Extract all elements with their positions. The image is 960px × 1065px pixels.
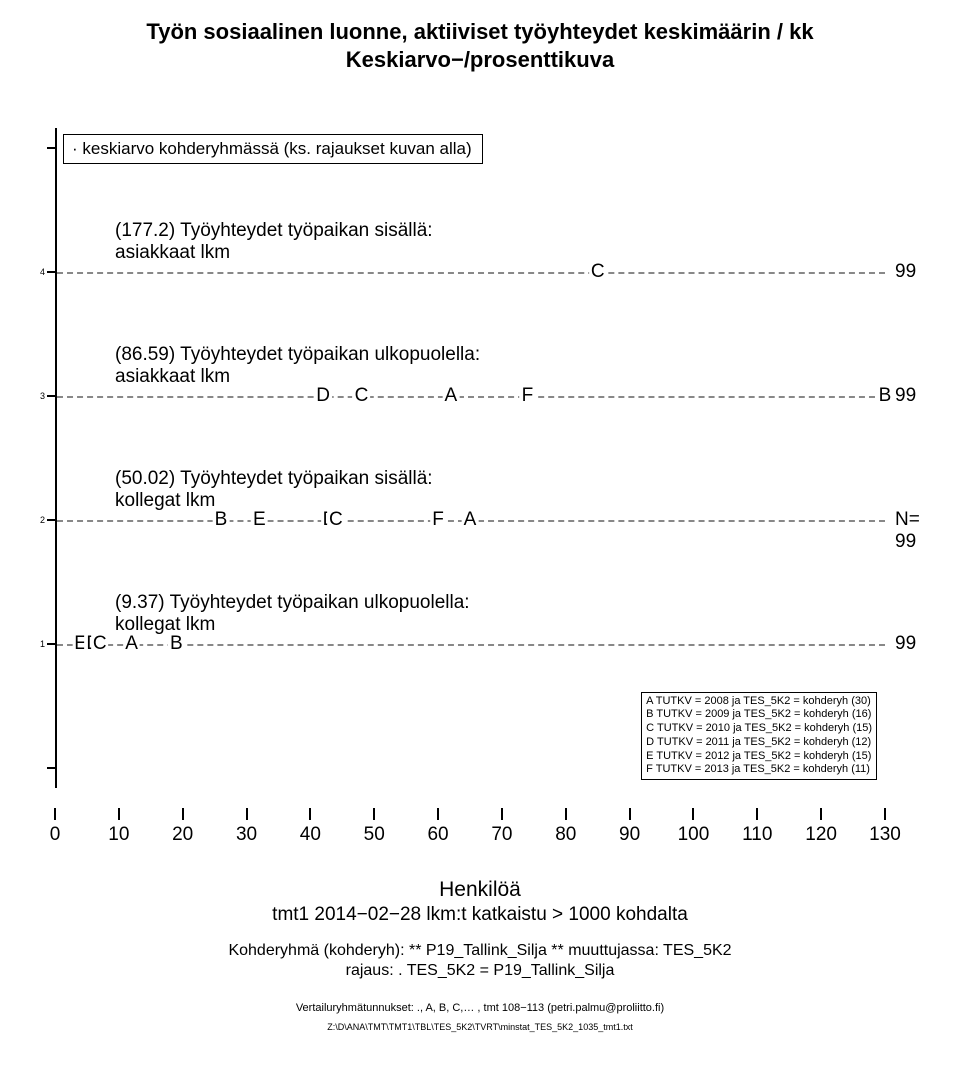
row-right-value: 99	[895, 261, 916, 283]
series-letter: A	[123, 633, 140, 655]
row-dash-line	[57, 272, 885, 274]
row-label-line1: (9.37) Työyhteydet työpaikan ulkopuolell…	[115, 592, 470, 614]
legend-bottom-line: A TUTKV = 2008 ja TES_5K2 = kohderyh (30…	[646, 695, 872, 709]
footer-small1: Vertailuryhmätunnukset: ., A, B, C,… , t…	[0, 1002, 960, 1014]
legend-bottom-line: B TUTKV = 2009 ja TES_5K2 = kohderyh (16…	[646, 708, 872, 722]
row-label-line1: (86.59) Työyhteydet työpaikan ulkopuolel…	[115, 344, 480, 366]
x-tick	[246, 808, 248, 820]
x-tick-label: 40	[300, 824, 321, 846]
y-tick	[47, 147, 55, 149]
series-letter: F	[520, 385, 536, 407]
x-tick	[884, 808, 886, 820]
row-right-value: 99	[895, 633, 916, 655]
row-label-line2: kollegat lkm	[115, 490, 433, 512]
title-line2: Keskiarvo−/prosenttikuva	[346, 47, 614, 72]
x-tick-label: 20	[172, 824, 193, 846]
legend-bottom-line: F TUTKV = 2013 ja TES_5K2 = kohderyh (11…	[646, 763, 872, 777]
y-tick	[47, 271, 55, 273]
series-letter: B	[213, 509, 230, 531]
x-axis-label: Henkilöä	[0, 878, 960, 902]
row-label-line2: asiakkaat lkm	[115, 366, 480, 388]
series-letter: B	[877, 385, 894, 407]
series-letter: F	[430, 509, 446, 531]
series-letter: B	[168, 633, 185, 655]
x-tick-label: 30	[236, 824, 257, 846]
x-tick	[756, 808, 758, 820]
x-tick-label: 90	[619, 824, 640, 846]
series-letter: C	[91, 633, 109, 655]
y-tick-label: 1	[25, 639, 45, 649]
row-label: (50.02) Työyhteydet työpaikan sisällä:ko…	[115, 468, 433, 512]
series-letter: A	[443, 385, 460, 407]
x-tick	[182, 808, 184, 820]
series-letter: C	[589, 261, 607, 283]
y-tick	[47, 519, 55, 521]
y-tick	[47, 643, 55, 645]
x-tick	[309, 808, 311, 820]
y-tick	[47, 767, 55, 769]
footer-line1: Kohderyhmä (kohderyh): ** P19_Tallink_Si…	[0, 942, 960, 960]
x-tick-label: 130	[869, 824, 901, 846]
row-label-line1: (50.02) Työyhteydet työpaikan sisällä:	[115, 468, 433, 490]
x-tick-label: 110	[742, 824, 772, 846]
x-axis: 0102030405060708090100110120130	[55, 808, 885, 868]
x-tick-label: 60	[427, 824, 448, 846]
x-tick-label: 70	[491, 824, 512, 846]
x-tick	[118, 808, 120, 820]
subcaption: tmt1 2014−02−28 lkm:t katkaistu > 1000 k…	[0, 904, 960, 926]
legend-marker-dot: ·	[72, 139, 82, 158]
x-tick	[54, 808, 56, 820]
series-letter: E	[251, 509, 268, 531]
series-letter: C	[353, 385, 371, 407]
series-letter: C	[327, 509, 345, 531]
x-tick	[820, 808, 822, 820]
y-tick-label: 4	[25, 267, 45, 277]
title-line1: Työn sosiaalinen luonne, aktiiviset työy…	[146, 19, 813, 44]
row-label: (177.2) Työyhteydet työpaikan sisällä:as…	[115, 220, 433, 264]
row-label: (9.37) Työyhteydet työpaikan ulkopuolell…	[115, 592, 470, 636]
row-dash-line	[57, 396, 885, 398]
row-label-line1: (177.2) Työyhteydet työpaikan sisällä:	[115, 220, 433, 242]
x-tick-label: 120	[805, 824, 837, 846]
y-tick-label: 3	[25, 391, 45, 401]
x-tick-label: 50	[364, 824, 385, 846]
legend-top: · keskiarvo kohderyhmässä (ks. rajaukset…	[63, 134, 483, 164]
x-tick	[629, 808, 631, 820]
plot-area: 4321· keskiarvo kohderyhmässä (ks. rajau…	[55, 128, 885, 788]
x-tick	[501, 808, 503, 820]
x-tick-label: 10	[108, 824, 129, 846]
legend-bottom: A TUTKV = 2008 ja TES_5K2 = kohderyh (30…	[641, 692, 877, 781]
x-tick	[373, 808, 375, 820]
legend-bottom-line: E TUTKV = 2012 ja TES_5K2 = kohderyh (15…	[646, 750, 872, 764]
chart-title: Työn sosiaalinen luonne, aktiiviset työy…	[0, 18, 960, 73]
footer-line2: rajaus: . TES_5K2 = P19_Tallink_Silja	[0, 962, 960, 980]
x-tick	[565, 808, 567, 820]
y-axis-line	[55, 128, 57, 788]
x-tick-label: 100	[678, 824, 710, 846]
x-tick	[437, 808, 439, 820]
y-tick-label: 2	[25, 515, 45, 525]
series-letter: D	[314, 385, 332, 407]
footer-small2: Z:\D\ANA\TMT\TMT1\TBL\TES_5K2\TVRT\minst…	[0, 1022, 960, 1032]
x-tick-label: 0	[50, 824, 61, 846]
x-tick-label: 80	[555, 824, 576, 846]
row-label: (86.59) Työyhteydet työpaikan ulkopuolel…	[115, 344, 480, 388]
row-right-value: N= 99	[895, 509, 920, 553]
legend-bottom-line: D TUTKV = 2011 ja TES_5K2 = kohderyh (12…	[646, 736, 872, 750]
legend-top-text: keskiarvo kohderyhmässä (ks. rajaukset k…	[82, 139, 471, 158]
x-tick	[692, 808, 694, 820]
y-tick	[47, 395, 55, 397]
row-right-value: 99	[895, 385, 916, 407]
legend-bottom-line: C TUTKV = 2010 ja TES_5K2 = kohderyh (15…	[646, 722, 872, 736]
row-label-line2: asiakkaat lkm	[115, 242, 433, 264]
series-letter: A	[462, 509, 479, 531]
